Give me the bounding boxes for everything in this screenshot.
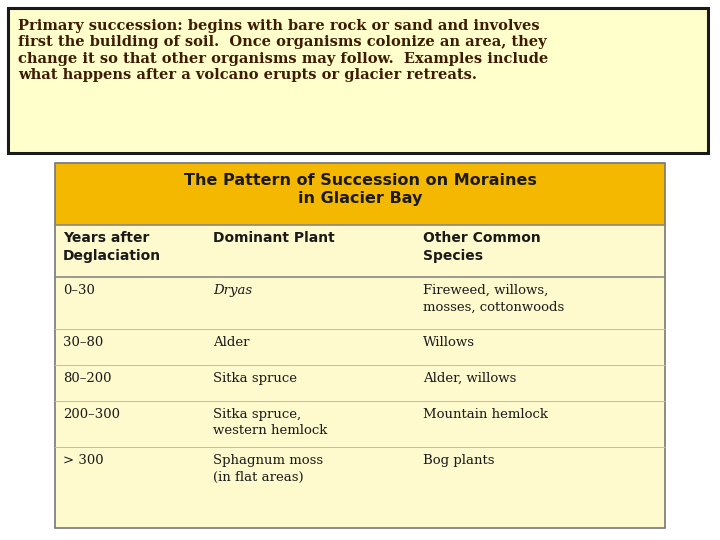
Text: 80–200: 80–200 — [63, 372, 112, 385]
FancyBboxPatch shape — [55, 225, 665, 528]
Text: 30–80: 30–80 — [63, 336, 103, 349]
Text: Primary succession: begins with bare rock or sand and involves: Primary succession: begins with bare roc… — [18, 19, 539, 33]
FancyBboxPatch shape — [55, 163, 665, 225]
Text: Dryas: Dryas — [213, 284, 252, 297]
FancyBboxPatch shape — [8, 8, 708, 153]
Text: first the building of soil.  Once organisms colonize an area, they: first the building of soil. Once organis… — [18, 35, 546, 49]
Text: Willows: Willows — [423, 336, 475, 349]
Text: change it so that other organisms may follow.  Examples include: change it so that other organisms may fo… — [18, 51, 548, 65]
Text: Sitka spruce: Sitka spruce — [213, 372, 297, 385]
Text: 200–300: 200–300 — [63, 408, 120, 421]
Text: > 300: > 300 — [63, 454, 104, 467]
Text: Fireweed, willows,
mosses, cottonwoods: Fireweed, willows, mosses, cottonwoods — [423, 284, 564, 314]
Text: what happens after a volcano erupts or glacier retreats.: what happens after a volcano erupts or g… — [18, 68, 477, 82]
Text: Bog plants: Bog plants — [423, 454, 495, 467]
Text: Alder, willows: Alder, willows — [423, 372, 516, 385]
Text: in Glacier Bay: in Glacier Bay — [298, 191, 422, 206]
Text: Mountain hemlock: Mountain hemlock — [423, 408, 548, 421]
Text: 0–30: 0–30 — [63, 284, 95, 297]
Text: Dominant Plant: Dominant Plant — [213, 231, 335, 245]
Text: The Pattern of Succession on Moraines: The Pattern of Succession on Moraines — [184, 173, 536, 188]
Text: Sitka spruce,
western hemlock: Sitka spruce, western hemlock — [213, 408, 328, 437]
Text: Alder: Alder — [213, 336, 250, 349]
Text: Other Common
Species: Other Common Species — [423, 231, 541, 263]
Text: Sphagnum moss
(in flat areas): Sphagnum moss (in flat areas) — [213, 454, 323, 483]
Text: Years after
Deglaciation: Years after Deglaciation — [63, 231, 161, 263]
